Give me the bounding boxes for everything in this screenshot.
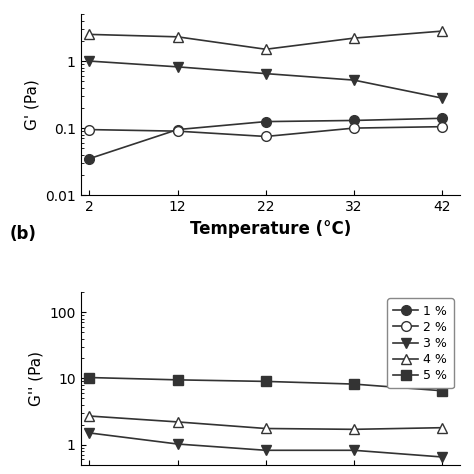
Text: (b): (b): [9, 225, 36, 243]
X-axis label: Temperature (°C): Temperature (°C): [190, 219, 351, 237]
Y-axis label: G'' (Pa): G'' (Pa): [29, 351, 44, 406]
Y-axis label: G' (Pa): G' (Pa): [25, 79, 39, 130]
Legend: 1 %, 2 %, 3 %, 4 %, 5 %: 1 %, 2 %, 3 %, 4 %, 5 %: [387, 299, 454, 389]
